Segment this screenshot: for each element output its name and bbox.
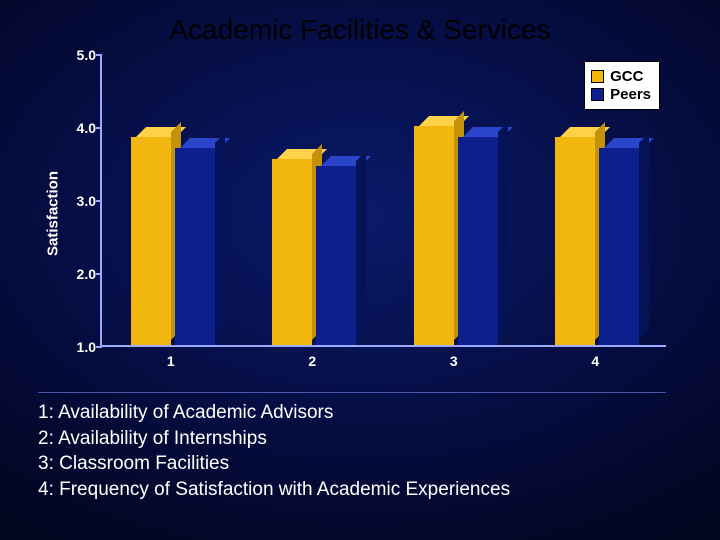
note-line: 3: Classroom Facilities	[38, 451, 510, 477]
note-line: 2: Availability of Internships	[38, 426, 510, 452]
y-tick-label: 4.0	[66, 120, 96, 136]
notes: 1: Availability of Academic Advisors 2: …	[38, 400, 510, 503]
y-tick-label: 3.0	[66, 193, 96, 209]
note-line: 4: Frequency of Satisfaction with Academ…	[38, 477, 510, 503]
y-tick-label: 5.0	[66, 47, 96, 63]
bar-gcc	[414, 126, 454, 345]
x-tick-label: 2	[292, 353, 332, 369]
y-tick-label: 2.0	[66, 266, 96, 282]
y-tick-mark	[96, 346, 102, 348]
bar-peers	[316, 166, 356, 345]
y-tick-mark	[96, 273, 102, 275]
legend: GCC Peers	[584, 61, 660, 110]
y-axis-label: Satisfaction	[45, 159, 62, 269]
legend-item-gcc: GCC	[591, 68, 651, 85]
bar-gcc	[272, 159, 312, 345]
bar-peers	[458, 137, 498, 345]
bar-peers	[175, 148, 215, 345]
note-line: 1: Availability of Academic Advisors	[38, 400, 510, 426]
legend-label-peers: Peers	[610, 86, 651, 103]
y-tick-mark	[96, 54, 102, 56]
y-tick-mark	[96, 200, 102, 202]
divider	[38, 392, 666, 393]
y-tick-label: 1.0	[66, 339, 96, 355]
legend-swatch-gcc	[591, 70, 604, 83]
plot-area: GCC Peers	[100, 55, 666, 347]
chart: Satisfaction GCC Peers 1.02.03.04.05.012…	[38, 55, 666, 370]
legend-item-peers: Peers	[591, 86, 651, 103]
x-tick-label: 3	[434, 353, 474, 369]
y-tick-mark	[96, 127, 102, 129]
legend-swatch-peers	[591, 88, 604, 101]
x-tick-label: 1	[151, 353, 191, 369]
ylabel-container: Satisfaction	[38, 55, 64, 370]
x-tick-label: 4	[575, 353, 615, 369]
bar-peers	[599, 148, 639, 345]
page-title: Academic Facilities & Services	[0, 14, 720, 46]
slide: Academic Facilities & Services Satisfact…	[0, 0, 720, 540]
bar-gcc	[555, 137, 595, 345]
bar-gcc	[131, 137, 171, 345]
legend-label-gcc: GCC	[610, 68, 643, 85]
